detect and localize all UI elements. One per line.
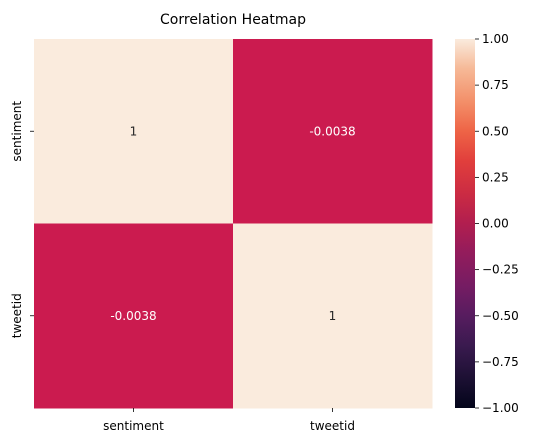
colorbar-tick-label-0: 1.00 [482,32,509,46]
colorbar-tick-label-7: −0.75 [482,355,519,369]
colorbar-tick-label-8: −1.00 [482,401,519,415]
colorbar-tick-label-5: −0.25 [482,263,519,277]
x-tick-label-1: tweetid [310,419,355,433]
heatmap-cell-0-0 [34,39,234,224]
cell-label-1-1: 1 [329,309,337,323]
y-axis: sentiment tweetid [10,101,34,338]
cell-label-0-0: 1 [130,124,138,138]
cell-labels: 1 -0.0038 -0.0038 1 [110,124,355,323]
colorbar: 1.00 0.75 0.50 0.25 0.00 −0.25 −0.50 −0.75 −1.00 [455,32,519,415]
y-tick-label-0: sentiment [10,101,24,162]
cell-label-0-1: -0.0038 [309,124,355,138]
chart-title: Correlation Heatmap [160,12,306,28]
heatmap-cell-0-1 [233,39,433,224]
heatmap-cell-1-1 [233,223,433,409]
heatmap-cells [34,39,433,409]
colorbar-tick-label-6: −0.50 [482,309,519,323]
colorbar-gradient [455,39,475,408]
y-tick-label-1: tweetid [10,293,24,338]
x-axis: sentiment tweetid [103,408,355,433]
heatmap-cell-1-0 [34,223,234,409]
colorbar-tick-label-1: 0.75 [482,78,509,92]
cell-label-1-0: -0.0038 [110,309,156,323]
colorbar-tick-label-3: 0.25 [482,170,509,184]
colorbar-ticks: 1.00 0.75 0.50 0.25 0.00 −0.25 −0.50 −0.75 −1.00 [475,32,519,415]
colorbar-tick-label-2: 0.50 [482,124,509,138]
x-tick-label-0: sentiment [103,419,164,433]
colorbar-tick-label-4: 0.00 [482,217,509,231]
